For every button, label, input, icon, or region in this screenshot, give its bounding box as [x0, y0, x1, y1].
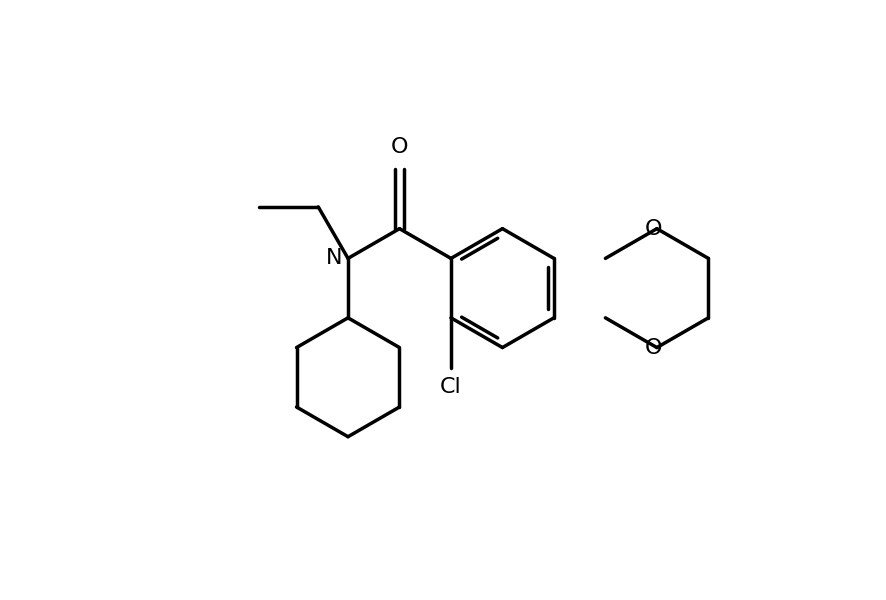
Text: Cl: Cl	[440, 377, 462, 397]
Text: N: N	[325, 248, 342, 268]
Text: O: O	[391, 137, 408, 157]
Text: O: O	[645, 338, 663, 358]
Text: O: O	[645, 218, 663, 239]
